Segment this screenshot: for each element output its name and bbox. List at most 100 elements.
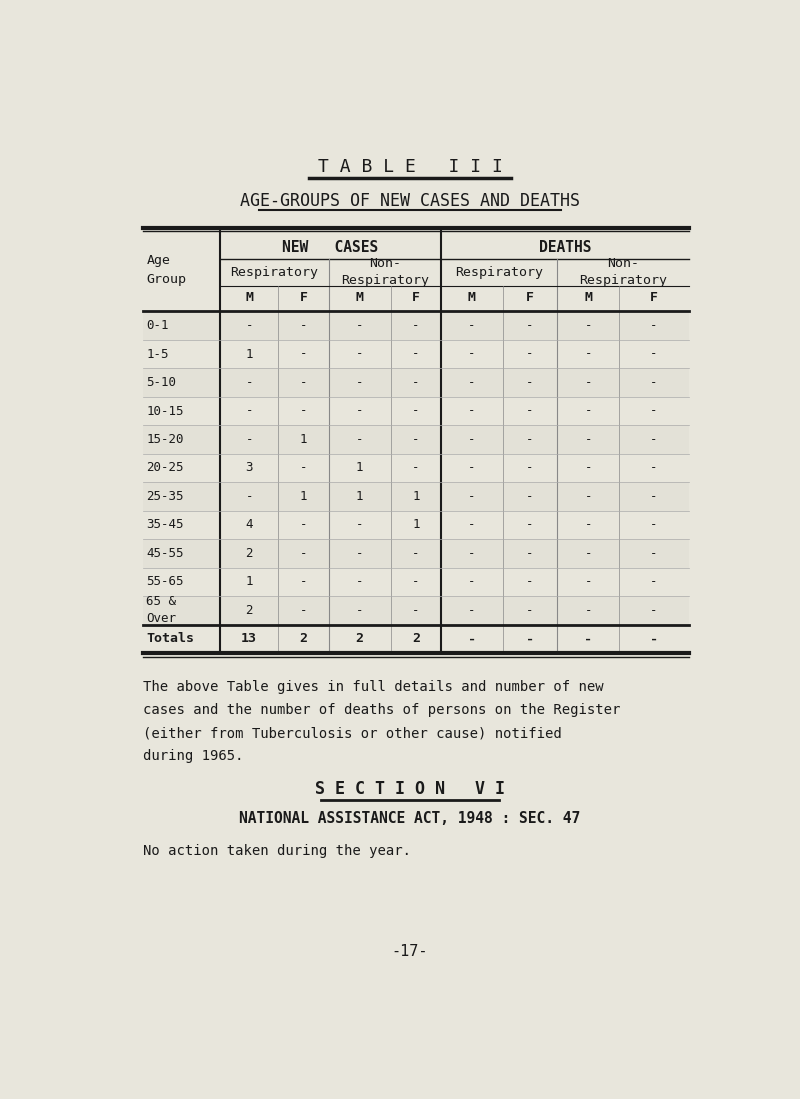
Text: -: - — [300, 576, 307, 588]
Text: 1: 1 — [412, 490, 419, 503]
Text: S E C T I O N   V I: S E C T I O N V I — [315, 780, 505, 799]
Text: -: - — [526, 576, 534, 588]
Text: -: - — [468, 604, 476, 617]
Text: -: - — [650, 376, 658, 389]
Text: Age
Group: Age Group — [146, 255, 186, 287]
Text: -: - — [585, 547, 592, 560]
Text: -: - — [412, 433, 419, 446]
Text: 1: 1 — [356, 490, 363, 503]
Text: -: - — [585, 404, 592, 418]
Text: -: - — [585, 519, 592, 532]
Text: -: - — [526, 404, 534, 418]
Text: -: - — [356, 604, 363, 617]
Bar — [142, 540, 689, 568]
Text: Totals: Totals — [146, 632, 194, 645]
Text: -: - — [246, 319, 253, 332]
Text: -: - — [468, 547, 476, 560]
Text: -: - — [356, 433, 363, 446]
Text: -: - — [412, 404, 419, 418]
Text: 2: 2 — [356, 632, 364, 645]
Text: 5-10: 5-10 — [146, 376, 177, 389]
Text: -: - — [300, 376, 307, 389]
Text: -: - — [526, 519, 534, 532]
Text: -: - — [526, 376, 534, 389]
Bar — [142, 368, 689, 397]
Text: 3: 3 — [246, 462, 253, 475]
Text: Respiratory: Respiratory — [230, 266, 318, 278]
Text: cases and the number of deaths of persons on the Register: cases and the number of deaths of person… — [142, 703, 620, 718]
Bar — [142, 311, 689, 340]
Text: M: M — [356, 291, 364, 304]
Text: -: - — [356, 404, 363, 418]
Text: 1-5: 1-5 — [146, 347, 169, 360]
Text: 55-65: 55-65 — [146, 576, 184, 588]
Text: 1: 1 — [356, 462, 363, 475]
Text: -: - — [468, 490, 476, 503]
Text: -: - — [300, 547, 307, 560]
Text: -: - — [650, 519, 658, 532]
Text: -: - — [585, 604, 592, 617]
Text: Non-
Respiratory: Non- Respiratory — [341, 257, 429, 287]
Text: T A B L E   I I I: T A B L E I I I — [318, 157, 502, 176]
Text: Respiratory: Respiratory — [455, 266, 543, 278]
Text: -: - — [412, 319, 419, 332]
Text: 2: 2 — [412, 632, 420, 645]
Text: DEATHS: DEATHS — [538, 240, 591, 255]
Text: 1: 1 — [300, 490, 307, 503]
Text: 1: 1 — [246, 576, 253, 588]
Text: -: - — [300, 604, 307, 617]
Text: F: F — [526, 291, 534, 304]
Text: 1: 1 — [246, 347, 253, 360]
Text: -: - — [585, 490, 592, 503]
Text: -: - — [300, 519, 307, 532]
Text: -: - — [300, 347, 307, 360]
Text: -: - — [468, 433, 476, 446]
Text: NATIONAL ASSISTANCE ACT, 1948 : SEC. 47: NATIONAL ASSISTANCE ACT, 1948 : SEC. 47 — [239, 811, 581, 826]
Text: -: - — [650, 462, 658, 475]
Text: -: - — [650, 490, 658, 503]
Text: 2: 2 — [299, 632, 307, 645]
Text: 10-15: 10-15 — [146, 404, 184, 418]
Text: -: - — [650, 433, 658, 446]
Text: -: - — [468, 404, 476, 418]
Text: -: - — [468, 632, 476, 645]
Text: NEW   CASES: NEW CASES — [282, 240, 378, 255]
Text: during 1965.: during 1965. — [142, 750, 243, 764]
Text: -: - — [246, 490, 253, 503]
Text: -: - — [300, 319, 307, 332]
Text: -: - — [585, 433, 592, 446]
Text: F: F — [299, 291, 307, 304]
Text: -: - — [412, 576, 419, 588]
Text: 45-55: 45-55 — [146, 547, 184, 560]
Text: 0-1: 0-1 — [146, 319, 169, 332]
Text: -: - — [585, 347, 592, 360]
Text: -: - — [585, 462, 592, 475]
Text: -: - — [526, 347, 534, 360]
Text: -: - — [356, 519, 363, 532]
Text: -: - — [412, 347, 419, 360]
Text: No action taken during the year.: No action taken during the year. — [142, 844, 410, 858]
Text: -: - — [585, 576, 592, 588]
Text: 1: 1 — [300, 433, 307, 446]
Text: 13: 13 — [241, 632, 257, 645]
Text: -: - — [246, 433, 253, 446]
Text: -: - — [650, 347, 658, 360]
Text: (either from Tuberculosis or other cause) notified: (either from Tuberculosis or other cause… — [142, 726, 562, 741]
Text: 25-35: 25-35 — [146, 490, 184, 503]
Text: 35-45: 35-45 — [146, 519, 184, 532]
Text: -: - — [526, 547, 534, 560]
Text: -: - — [526, 462, 534, 475]
Text: -: - — [650, 404, 658, 418]
Text: -: - — [585, 319, 592, 332]
Text: -: - — [584, 632, 592, 645]
Text: -: - — [246, 376, 253, 389]
Text: -: - — [356, 576, 363, 588]
Text: -: - — [468, 462, 476, 475]
Text: Non-
Respiratory: Non- Respiratory — [579, 257, 667, 287]
Text: -: - — [650, 604, 658, 617]
Bar — [142, 596, 689, 624]
Text: AGE-GROUPS OF NEW CASES AND DEATHS: AGE-GROUPS OF NEW CASES AND DEATHS — [240, 192, 580, 210]
Text: M: M — [245, 291, 253, 304]
Text: 2: 2 — [246, 547, 253, 560]
Text: -: - — [246, 404, 253, 418]
